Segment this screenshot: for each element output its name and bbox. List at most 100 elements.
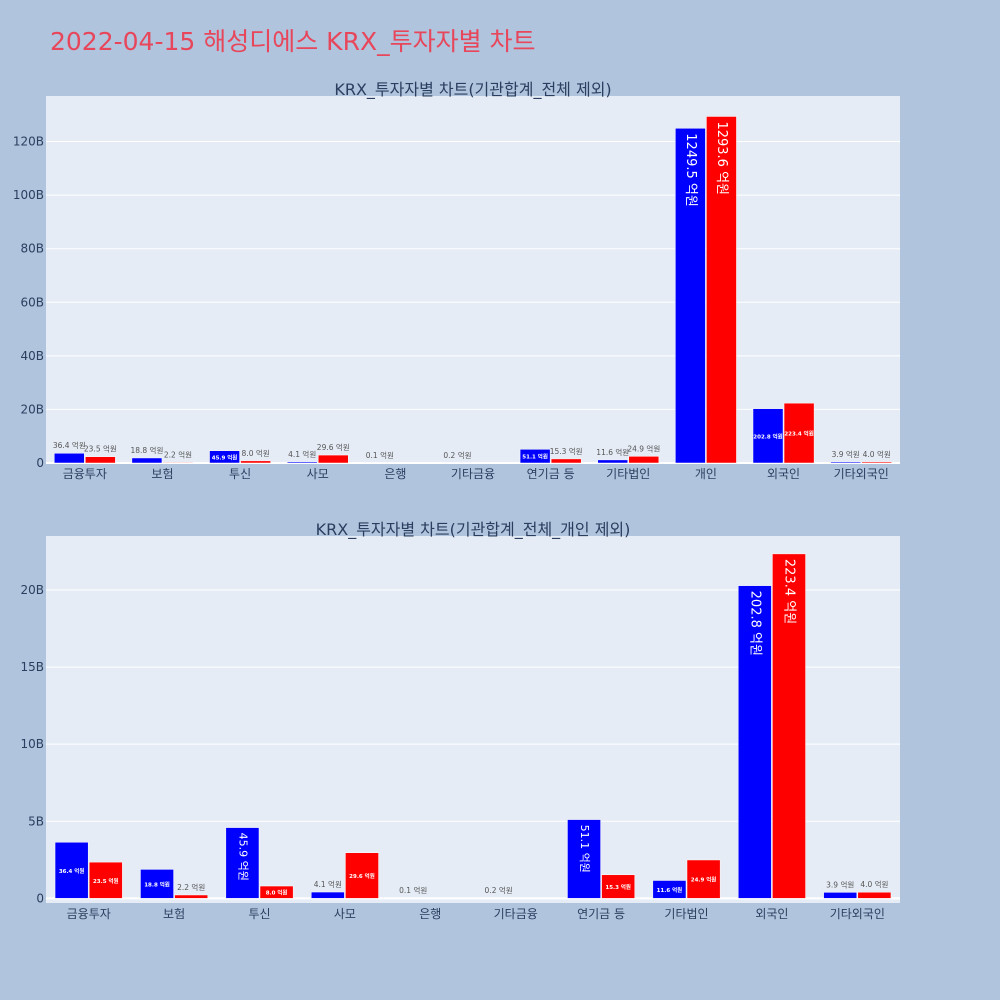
data-label: 4.0 억원 [863, 450, 891, 459]
bar [601, 874, 636, 899]
data-label: 36.4 억원 [53, 441, 86, 450]
bar [286, 461, 318, 464]
x-tick-label: 은행 [384, 466, 406, 481]
y-tick-label: 20B [20, 402, 44, 416]
bar [823, 892, 858, 899]
data-label: 29.6 억원 [349, 872, 375, 880]
plot-area [46, 96, 900, 463]
data-label: 0.2 억원 [443, 451, 471, 460]
bar [240, 460, 271, 464]
data-label: 18.8 억원 [130, 446, 163, 455]
page-title: 2022-04-15 해성디에스 KRX_투자자별 차트 [50, 27, 536, 56]
data-label: 15.3 억원 [550, 447, 583, 456]
data-label: 8.0 억원 [266, 889, 288, 897]
y-tick-label: 10B [20, 737, 44, 751]
data-label: 23.5 억원 [93, 877, 119, 885]
data-label: 223.4 억원 [784, 430, 813, 438]
data-label: 24.9 억원 [691, 876, 717, 884]
x-tick-label: 금융투자 [67, 907, 111, 921]
data-label: 15.3 억원 [605, 883, 631, 891]
data-label: 4.1 억원 [288, 450, 316, 459]
bar [54, 841, 89, 899]
data-label: 51.1 억원 [578, 825, 591, 873]
y-tick-label: 60B [20, 295, 44, 309]
data-label: 3.9 억원 [826, 880, 854, 889]
data-label: 36.4 억원 [59, 867, 85, 875]
y-tick-label: 0 [36, 456, 44, 470]
bar [54, 452, 85, 464]
chart-title: KRX_투자자별 차트(기관합계_전체_개인 제외) [316, 520, 631, 540]
bar [345, 852, 379, 899]
x-tick-label: 기타법인 [606, 467, 650, 481]
data-label: 4.1 억원 [314, 880, 342, 889]
x-tick-label: 사모 [334, 907, 356, 921]
bar [174, 894, 209, 899]
bar [686, 859, 721, 899]
x-tick-label: 보험 [151, 467, 173, 481]
x-tick-label: 기타금융 [494, 907, 538, 921]
bar [88, 861, 123, 899]
bar [317, 454, 349, 464]
x-tick-label: 개인 [695, 467, 717, 481]
x-tick-label: 기타외국인 [830, 907, 885, 921]
x-tick-label: 금융투자 [63, 467, 107, 481]
y-tick-label: 20B [20, 583, 44, 597]
bar [140, 869, 174, 899]
data-label: 11.6 억원 [596, 448, 629, 457]
data-label: 29.6 억원 [317, 443, 350, 452]
bar [857, 891, 892, 899]
bar [652, 880, 687, 899]
bar [209, 450, 240, 464]
bar [519, 449, 551, 464]
bar [737, 585, 772, 899]
data-label: 0.1 억원 [366, 451, 394, 460]
data-label: 51.1 억원 [522, 453, 548, 461]
data-label: 202.8 억원 [747, 591, 762, 656]
data-label: 0.2 억원 [485, 886, 513, 895]
x-tick-label: 연기금 등 [527, 467, 575, 481]
y-tick-label: 80B [20, 242, 44, 256]
data-label: 24.9 억원 [627, 444, 660, 453]
data-label: 18.8 억원 [144, 880, 170, 888]
data-label: 3.9 억원 [832, 450, 860, 459]
y-tick-label: 40B [20, 349, 44, 363]
bar [752, 408, 784, 464]
bar [225, 827, 260, 899]
bar [628, 456, 660, 464]
bar [310, 891, 345, 899]
bar [567, 819, 601, 899]
y-tick-label: 15B [20, 660, 44, 674]
bar [675, 128, 706, 464]
data-label: 1293.6 억원 [714, 121, 729, 195]
data-label: 45.9 억원 [212, 453, 238, 461]
x-tick-label: 투신 [229, 467, 251, 481]
data-label: 1249.5 억원 [683, 133, 698, 207]
data-label: 4.0 억원 [860, 880, 888, 889]
x-tick-label: 투신 [248, 907, 270, 921]
bar [830, 461, 861, 464]
x-tick-label: 보험 [163, 907, 185, 921]
x-tick-label: 기타외국인 [834, 467, 889, 481]
bar [861, 461, 892, 464]
x-tick-label: 기타금융 [451, 467, 495, 481]
data-label: 2.2 억원 [177, 883, 205, 892]
x-tick-label: 기타법인 [664, 907, 708, 921]
x-tick-label: 사모 [307, 467, 329, 481]
y-tick-label: 5B [28, 814, 44, 828]
bar [772, 553, 806, 899]
y-tick-label: 100B [13, 188, 44, 202]
bar [131, 457, 163, 464]
plot-area [46, 536, 900, 903]
bar [706, 116, 737, 464]
x-tick-label: 외국인 [767, 467, 800, 481]
bar [783, 402, 815, 464]
data-label: 223.4 억원 [781, 559, 796, 624]
bar [550, 458, 582, 464]
data-label: 202.8 억원 [753, 432, 782, 440]
chart-title: KRX_투자자별 차트(기관합계_전체 제외) [334, 80, 611, 100]
bar [259, 885, 294, 899]
data-label: 45.9 억원 [236, 833, 249, 881]
data-label: 0.1 억원 [399, 886, 427, 895]
bar [597, 459, 629, 464]
data-label: 23.5 억원 [84, 445, 117, 454]
